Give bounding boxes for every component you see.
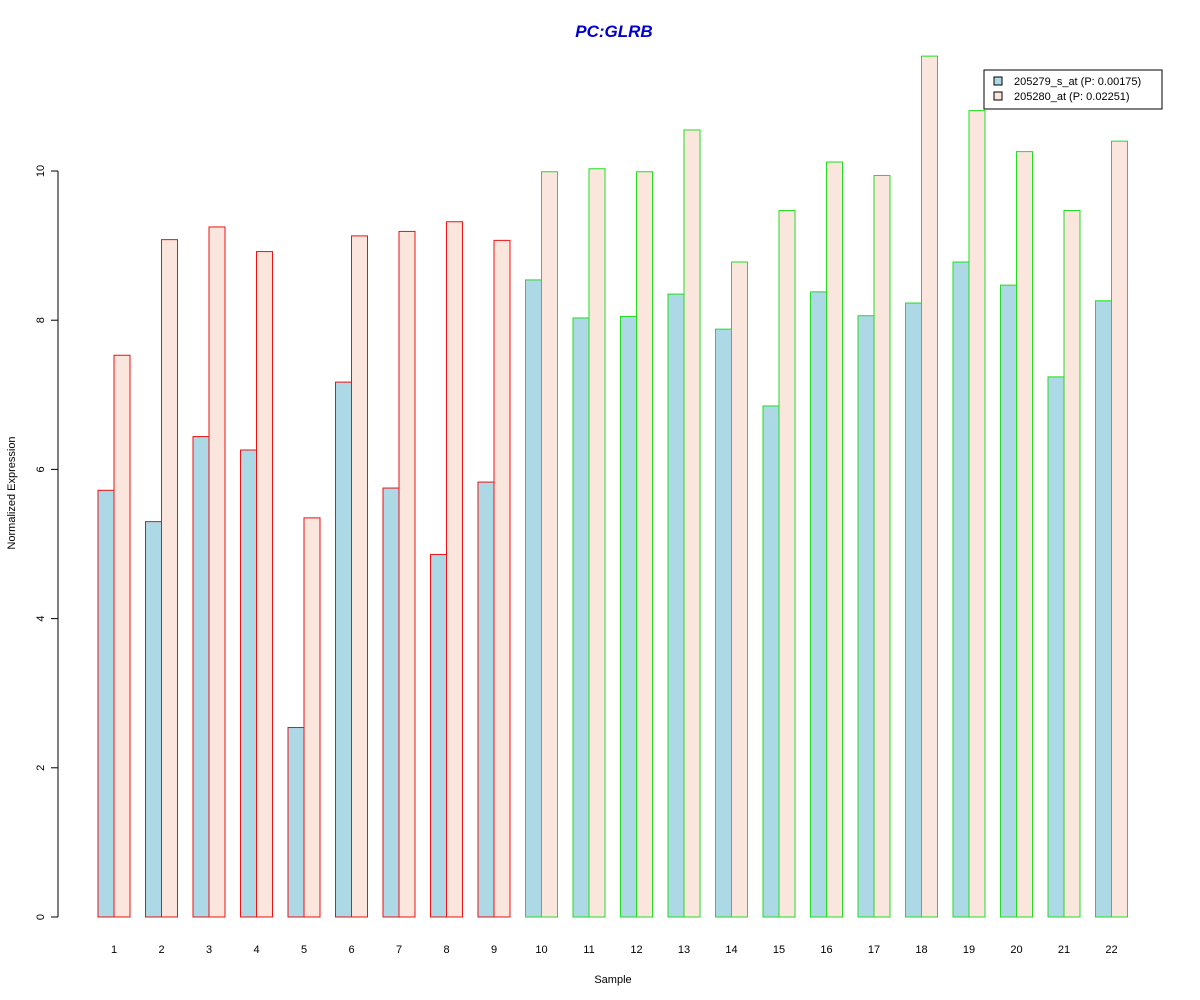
x-tick-label: 7 bbox=[396, 944, 402, 956]
y-axis: 0 2 4 6 8 10 bbox=[35, 165, 59, 920]
bar-sample-12-series-1 bbox=[620, 315, 637, 918]
bar-sample-12-series-2 bbox=[636, 171, 653, 918]
y-tick-label: 0 bbox=[35, 914, 47, 920]
bar-sample-17-series-1 bbox=[857, 315, 875, 918]
bar-sample-6-series-1 bbox=[335, 381, 352, 918]
x-tick-label: 17 bbox=[868, 944, 880, 956]
bar-sample-14-series-2 bbox=[731, 261, 748, 918]
bar-sample-13-series-1 bbox=[667, 293, 685, 918]
bar-sample-5-series-1 bbox=[287, 727, 305, 918]
bar-sample-14-series-1 bbox=[715, 328, 732, 918]
x-tick-label: 5 bbox=[301, 944, 307, 956]
bar-sample-7-series-2 bbox=[398, 230, 416, 918]
legend-box bbox=[983, 69, 1163, 110]
bar-sample-2-series-1 bbox=[145, 521, 162, 918]
bar-sample-11-series-2 bbox=[588, 168, 606, 918]
x-tick-label: 20 bbox=[1010, 944, 1022, 956]
bar-sample-15-series-1 bbox=[762, 405, 780, 918]
bar-sample-11-series-1 bbox=[572, 317, 590, 918]
bar-sample-17-series-2 bbox=[873, 174, 891, 918]
x-tick-label: 13 bbox=[678, 944, 690, 956]
x-tick-label: 9 bbox=[491, 944, 497, 956]
bar-sample-3-series-1 bbox=[192, 436, 210, 918]
legend-swatch-series-1 bbox=[993, 76, 1003, 86]
bar-sample-3-series-2 bbox=[208, 226, 226, 918]
bar-sample-7-series-1 bbox=[382, 487, 400, 918]
chart-title: PC:GLRB bbox=[575, 22, 652, 41]
bar-sample-4-series-2 bbox=[256, 251, 273, 918]
y-tick-label: 2 bbox=[35, 765, 47, 771]
x-tick-label: 15 bbox=[773, 944, 785, 956]
bar-sample-13-series-2 bbox=[683, 129, 701, 918]
y-tick-label: 6 bbox=[35, 466, 47, 472]
bar-sample-16-series-1 bbox=[810, 291, 827, 918]
x-axis-labels: 1 2 3 4 5 6 7 8 9 10 11 12 13 14 15 16 17 18 19 20 21 22 bbox=[111, 944, 1118, 956]
bar-sample-6-series-2 bbox=[351, 235, 368, 918]
x-tick-label: 11 bbox=[583, 944, 594, 956]
x-tick-label: 10 bbox=[535, 944, 547, 956]
x-axis-label: Sample bbox=[594, 974, 631, 986]
bar-sample-8-series-2 bbox=[446, 221, 463, 918]
x-tick-label: 21 bbox=[1058, 944, 1070, 956]
bar-sample-9-series-1 bbox=[477, 481, 495, 918]
bar-sample-20-series-2 bbox=[1016, 151, 1033, 918]
legend-swatch-series-2 bbox=[993, 91, 1003, 101]
y-tick-label: 4 bbox=[35, 616, 47, 622]
x-tick-label: 18 bbox=[915, 944, 927, 956]
bar-sample-9-series-2 bbox=[493, 239, 511, 918]
legend-label-series-2: 205280_at (P: 0.02251) bbox=[1014, 91, 1130, 103]
x-tick-label: 2 bbox=[158, 944, 164, 956]
bar-sample-1-series-1 bbox=[97, 489, 115, 918]
bar-sample-8-series-1 bbox=[430, 553, 447, 918]
bar-sample-5-series-2 bbox=[303, 517, 321, 918]
legend: 205279_s_at (P: 0.00175) 205280_at (P: 0… bbox=[983, 69, 1163, 110]
x-tick-label: 12 bbox=[630, 944, 642, 956]
x-tick-label: 19 bbox=[963, 944, 975, 956]
x-tick-label: 14 bbox=[725, 944, 737, 956]
bar-sample-10-series-2 bbox=[541, 171, 558, 918]
bar-sample-4-series-1 bbox=[240, 449, 257, 918]
bar-sample-20-series-1 bbox=[1000, 284, 1017, 918]
bar-sample-21-series-1 bbox=[1047, 376, 1065, 918]
x-tick-label: 6 bbox=[348, 944, 354, 956]
bar-sample-19-series-1 bbox=[952, 261, 970, 918]
bar-sample-2-series-2 bbox=[161, 239, 178, 918]
bar-sample-15-series-2 bbox=[778, 210, 796, 918]
bar-sample-21-series-2 bbox=[1063, 210, 1081, 918]
x-tick-label: 8 bbox=[443, 944, 449, 956]
bar-sample-10-series-1 bbox=[525, 279, 542, 918]
bar-sample-16-series-2 bbox=[826, 161, 843, 918]
bar-sample-22-series-1 bbox=[1095, 300, 1112, 918]
legend-label-series-1: 205279_s_at (P: 0.00175) bbox=[1014, 76, 1141, 88]
x-tick-label: 22 bbox=[1105, 944, 1117, 956]
bar-sample-22-series-2 bbox=[1111, 140, 1128, 918]
y-tick-label: 10 bbox=[35, 165, 47, 177]
x-tick-label: 3 bbox=[206, 944, 212, 956]
bar-sample-1-series-2 bbox=[113, 354, 131, 918]
x-tick-label: 4 bbox=[253, 944, 259, 956]
bar-sample-19-series-2 bbox=[968, 110, 986, 918]
y-tick-label: 8 bbox=[35, 317, 47, 323]
bars bbox=[97, 55, 1128, 918]
bar-sample-18-series-1 bbox=[905, 302, 922, 918]
x-tick-label: 16 bbox=[820, 944, 832, 956]
y-axis-label: Normalized Expression bbox=[6, 436, 18, 549]
x-tick-label: 1 bbox=[111, 944, 117, 956]
bar-sample-18-series-2 bbox=[921, 55, 938, 918]
